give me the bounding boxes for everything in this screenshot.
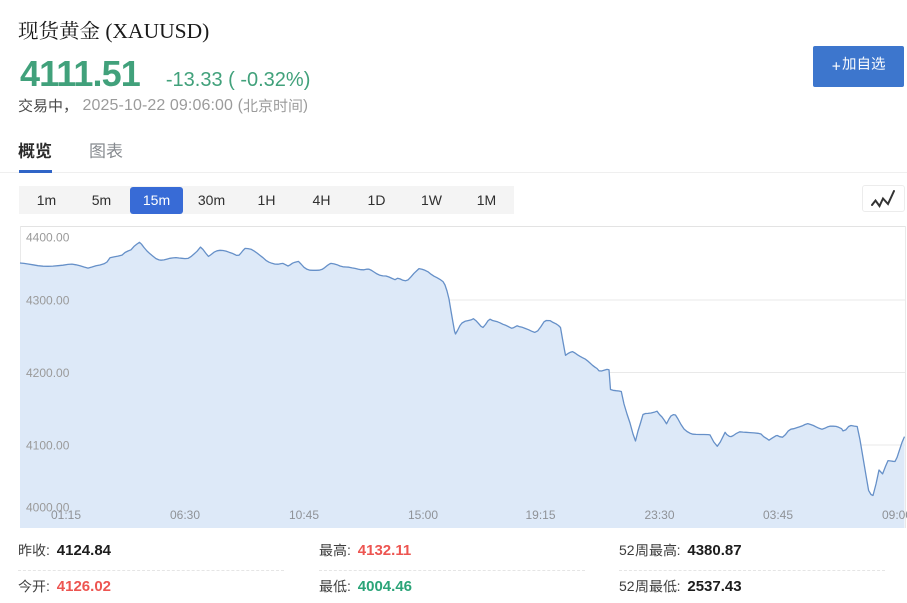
svg-text:09:00: 09:00 — [882, 508, 907, 522]
svg-text:23:30: 23:30 — [644, 508, 674, 522]
svg-text:06:30: 06:30 — [170, 508, 200, 522]
svg-text:4300.00: 4300.00 — [26, 294, 70, 308]
svg-text:10:45: 10:45 — [289, 508, 319, 522]
svg-text:01:15: 01:15 — [51, 508, 81, 522]
svg-text:4200.00: 4200.00 — [26, 366, 70, 380]
svg-text:4100.00: 4100.00 — [26, 439, 70, 453]
svg-text:19:15: 19:15 — [525, 508, 555, 522]
svg-text:03:45: 03:45 — [763, 508, 793, 522]
svg-text:15:00: 15:00 — [408, 508, 438, 522]
svg-text:4000.00: 4000.00 — [26, 501, 70, 515]
svg-text:4400.00: 4400.00 — [26, 231, 70, 245]
